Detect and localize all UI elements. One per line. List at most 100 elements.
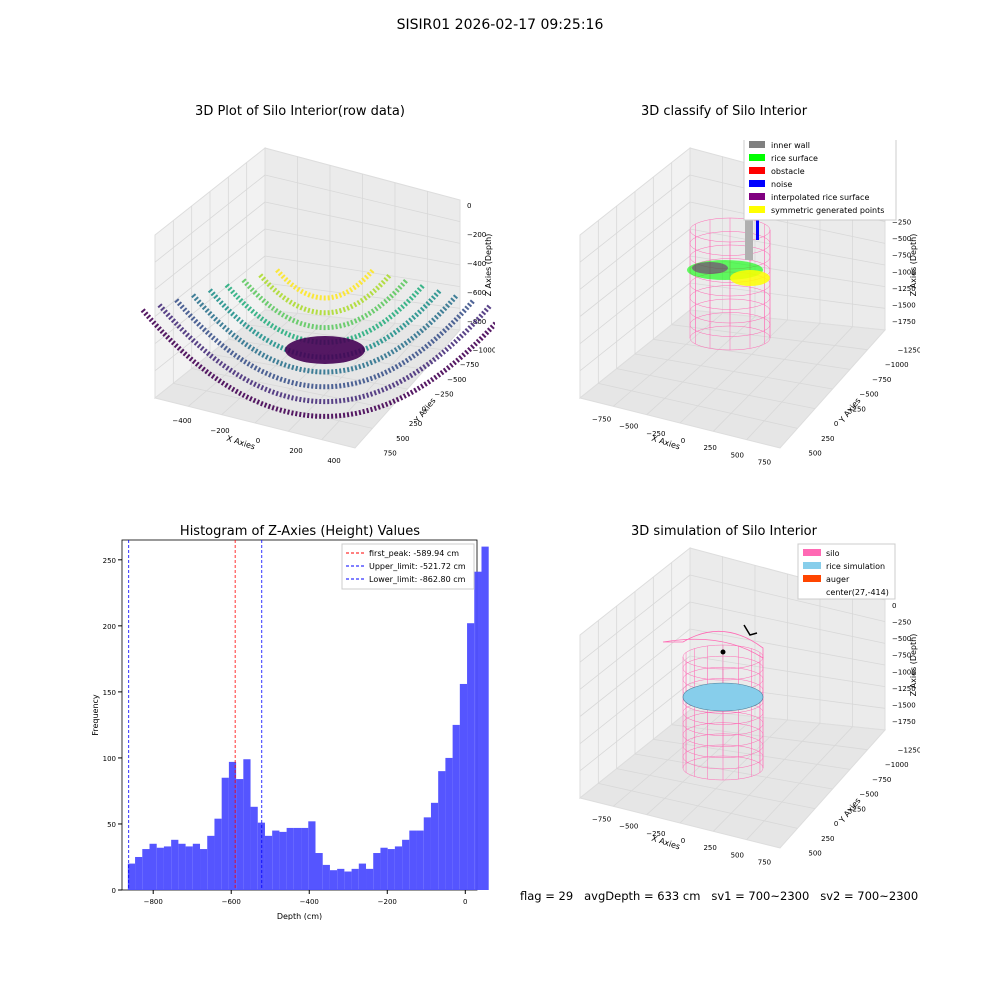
x-tick-label: 0 (463, 898, 467, 906)
legend-label: noise (771, 180, 792, 189)
panel3-title: Histogram of Z-Axies (Height) Values (179, 524, 421, 539)
histogram-bar (286, 827, 294, 890)
histogram-bar (445, 757, 453, 890)
legend-label: auger (826, 575, 850, 584)
histogram-bar (149, 843, 157, 890)
x-tick-label: −250 (646, 430, 665, 438)
y-tick-label: −1250 (898, 346, 920, 354)
histogram-bar (337, 868, 345, 890)
x-tick-label: −200 (378, 898, 397, 906)
z-tick-label: −1250 (892, 285, 916, 293)
y-tick-label: 200 (103, 623, 116, 631)
silo-ring (689, 217, 771, 243)
histogram-bar (272, 830, 280, 890)
legend-label: rice simulation (826, 562, 885, 571)
point-ring (191, 293, 459, 375)
y-tick-label: 250 (821, 835, 834, 843)
legend-label: symmetric generated points (771, 206, 884, 215)
silo-ring (682, 755, 764, 781)
y-tick-label: −250 (847, 405, 866, 413)
y-tick-label: 250 (821, 435, 834, 443)
histogram-bar (315, 853, 323, 890)
silo-ring (682, 722, 764, 747)
legend-label: Lower_limit: -862.80 cm (369, 575, 466, 584)
point-ring (140, 308, 495, 419)
x-tick-label: −500 (619, 823, 638, 831)
histogram-bar (430, 802, 439, 890)
z-tick-label: −1500 (892, 301, 916, 309)
histogram-bar (322, 864, 330, 890)
y-tick-label: −1000 (885, 761, 909, 769)
z-tick-label: −1500 (892, 701, 916, 709)
legend-swatch (749, 167, 765, 174)
x-tick-label: −750 (592, 416, 611, 424)
histogram-bar (366, 868, 374, 890)
panel2-title: 3D classify of Silo Interior (640, 104, 808, 119)
y-tick-label: 500 (808, 850, 821, 858)
histogram-bar (351, 868, 359, 890)
grid-line (579, 282, 691, 372)
y-tick-label: 500 (396, 435, 409, 443)
histogram-bar (380, 847, 388, 890)
x-tick-label: 400 (327, 457, 340, 465)
x-axis-label: Depth (cm) (277, 912, 322, 920)
silo-ring (689, 298, 771, 324)
histogram-bar (373, 853, 381, 890)
legend-label: Upper_limit: -521.72 cm (369, 562, 466, 571)
z-tick-label: −500 (892, 235, 911, 243)
z-tick-label: −250 (892, 219, 911, 227)
x-tick-label: 0 (681, 837, 685, 845)
z-tick-label: −250 (892, 619, 911, 627)
figure-title: SISIR01 2026-02-17 09:25:16 (396, 17, 604, 33)
x-tick-label: −200 (210, 427, 229, 435)
x-tick-label: 0 (256, 437, 260, 445)
histogram-bar (416, 830, 424, 890)
y-tick-label: 50 (107, 821, 116, 829)
histogram-bar (142, 849, 150, 890)
z-tick-label: −600 (467, 289, 486, 297)
y-tick-label: 500 (808, 450, 821, 458)
x-tick-label: −800 (144, 898, 163, 906)
x-tick-label: −750 (592, 816, 611, 824)
histogram-bar (171, 839, 179, 890)
legend-swatch (803, 575, 821, 582)
histogram-bar (409, 830, 417, 890)
z-axis-label: Z Axies (Depth) (909, 634, 918, 697)
silo-roof (662, 631, 764, 659)
legend-label: silo (826, 549, 840, 558)
point-ring (241, 278, 409, 330)
x-tick-label: 750 (758, 858, 771, 866)
legend-swatch (749, 193, 765, 200)
x-tick-label: 200 (289, 447, 302, 455)
silo-ring (682, 744, 764, 770)
y-tick-label: −750 (872, 776, 891, 784)
histogram-bar (387, 849, 395, 890)
histogram-bar (243, 759, 251, 890)
z-tick-label: −500 (892, 635, 911, 643)
y-tick-label: 250 (103, 557, 116, 565)
legend-swatch (749, 206, 765, 213)
raw-data-3d-plot: −400 −200 0 200 400 X Axies −1000 −750 −500 −250 0… (140, 146, 495, 465)
legend-box (743, 140, 897, 221)
x-tick-label: 250 (703, 444, 716, 452)
x-tick-label: −400 (172, 417, 191, 425)
histogram-bar (423, 817, 431, 890)
histogram-bar (394, 846, 403, 890)
x-axis-label: X Axies (650, 834, 681, 852)
histogram-bar (185, 846, 193, 890)
y-axis-label: Y Axies (412, 396, 438, 425)
x-tick-label: −250 (646, 830, 665, 838)
legend-label: first_peak: -589.94 cm (369, 549, 459, 558)
x-tick-label: −600 (222, 898, 241, 906)
silo-ring (689, 325, 771, 351)
z-axis-label: Z Axies (Depth) (484, 234, 493, 297)
histogram-chart: −800 −600 −400 −200 0 0 50 100 150 200 250 Depth (c… (91, 539, 489, 920)
y-tick-label: −750 (460, 361, 479, 369)
histogram-bar (127, 863, 136, 890)
histogram-bar (358, 863, 367, 890)
y-tick-label: −1000 (885, 361, 909, 369)
bowl-bottom (285, 336, 365, 364)
legend-label: rice surface (771, 154, 818, 163)
x-tick-label: 250 (703, 844, 716, 852)
y-tick-label: −500 (447, 376, 466, 384)
